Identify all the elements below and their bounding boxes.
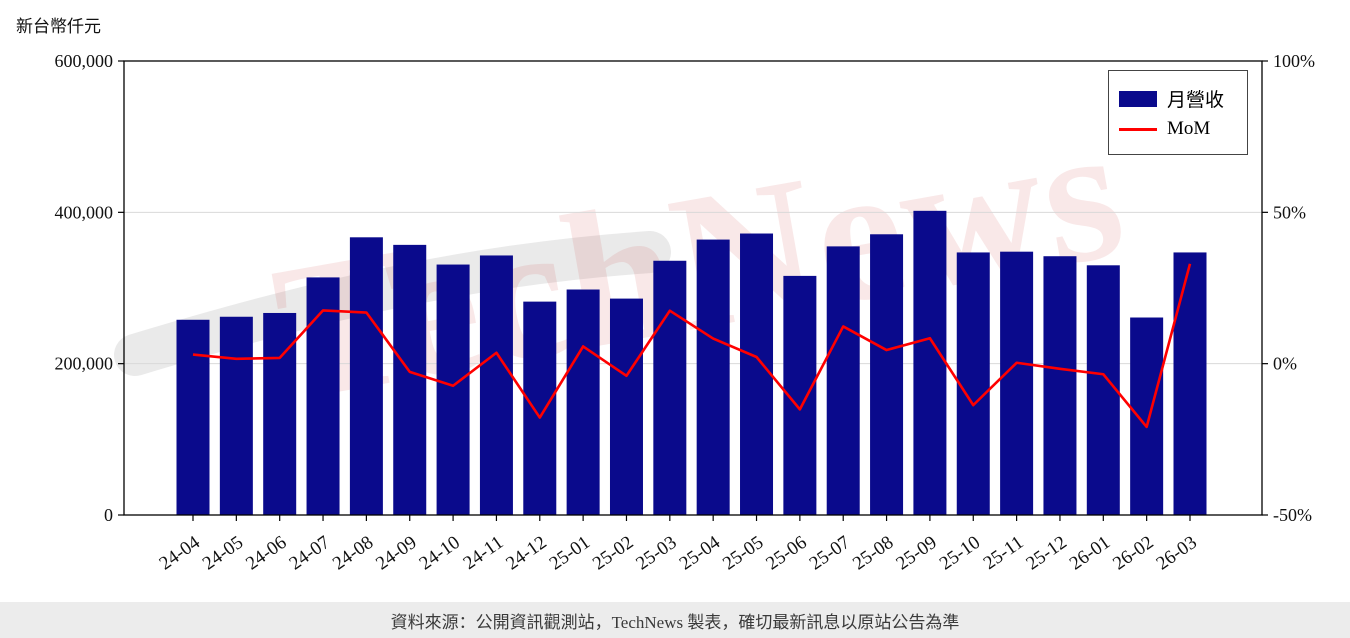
x-tick-label: 25-03 [632,532,680,575]
left-tick-label: 600,000 [55,51,114,71]
x-tick-label: 24-04 [156,532,205,575]
x-tick-label: 25-07 [806,532,854,575]
y-axis-title: 新台幣仟元 [16,17,101,36]
right-tick-label: 0% [1273,354,1297,374]
legend-label-revenue: 月營收 [1167,90,1225,111]
revenue-bar [176,319,210,515]
x-tick-label: 25-10 [936,532,984,575]
mom-line [192,263,1192,429]
legend-item-mom: MoM [1119,118,1237,140]
left-tick-label: 400,000 [55,202,114,222]
plot-frame [123,60,1263,516]
revenue-bar [479,255,513,516]
revenue-bar [870,234,904,515]
x-tick-label: 25-09 [892,532,940,575]
left-tick-label: 200,000 [55,354,114,374]
revenue-bar [956,252,990,516]
x-tick-label: 26-01 [1066,532,1114,575]
x-tick-label: 25-05 [719,532,767,575]
revenue-bar [306,277,340,515]
revenue-bar [609,298,643,515]
x-tick-label: 24-10 [416,532,464,575]
revenue-bar [1043,256,1077,515]
source-footer: 資料來源：公開資訊觀測站，TechNews 製表，確切最新訊息以原站公告為準 [0,602,1350,638]
x-tick-label: 24-12 [502,532,550,575]
revenue-bar [1173,252,1207,516]
x-tick-label: 25-11 [980,532,1028,574]
revenue-bar [696,239,730,515]
revenue-bar [913,210,947,515]
revenue-bar [523,301,557,515]
revenue-bar [263,312,297,515]
x-tick-label: 25-02 [589,532,637,575]
right-tick-label: 50% [1273,202,1306,222]
x-tick-label: 26-02 [1109,532,1157,575]
x-tick-label: 24-05 [199,532,247,575]
revenue-bar [740,233,774,515]
right-tick-label: 100% [1273,51,1315,71]
line-swatch-icon [1119,127,1157,131]
revenue-bar [1086,265,1120,515]
left-tick-label: 0 [104,505,113,525]
legend-label-mom: MoM [1167,118,1211,139]
x-tick-label: 24-11 [460,532,508,574]
x-tick-label: 26-03 [1153,532,1201,575]
revenue-bar [826,246,860,515]
right-tick-label: -50% [1273,505,1312,525]
x-tick-label: 24-08 [329,532,377,575]
revenue-bar [219,316,253,515]
x-tick-label: 25-06 [762,532,810,575]
revenue-bar [1130,317,1164,515]
x-tick-label: 25-08 [849,532,897,575]
revenue-bar [653,260,687,515]
x-tick-label: 25-04 [676,532,725,575]
x-tick-label: 24-09 [372,532,420,575]
x-tick-label: 25-01 [546,532,594,575]
revenue-bar [566,289,600,515]
revenue-bar [1000,251,1034,515]
revenue-bar [436,264,470,515]
revenue-chart: 0 200,000 400,000 600,000 -50% 0% 50% 100% 24-04… [55,51,1316,575]
revenue-bar [349,237,383,515]
revenue-bar [393,244,427,515]
x-tick-label: 24-07 [286,532,334,575]
x-tick-label: 25-12 [1022,532,1070,575]
legend-item-revenue: 月營收 [1119,85,1237,112]
legend: 月營收 MoM [1108,70,1248,155]
x-tick-label: 24-06 [242,532,290,575]
bar-swatch-icon [1119,90,1157,107]
